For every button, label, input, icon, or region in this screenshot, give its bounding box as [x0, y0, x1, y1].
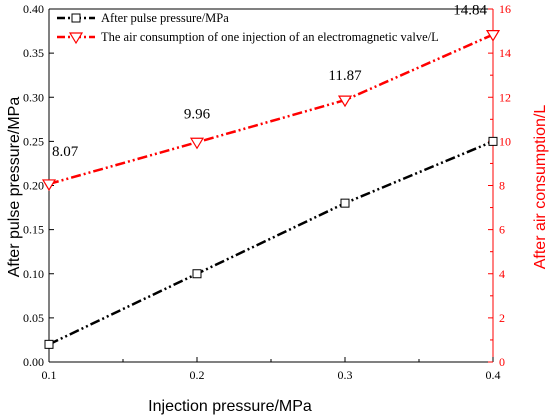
- left-y-tick-label: 0.20: [23, 179, 44, 193]
- left-y-tick-label: 0.25: [23, 134, 44, 148]
- pressure-point: [44, 339, 54, 349]
- left-y-axis-label: After pulse pressure/MPa: [6, 97, 23, 278]
- air-consumption-point: [337, 95, 353, 108]
- legend-label: After pulse pressure/MPa: [101, 11, 229, 25]
- legend-marker: [68, 32, 84, 45]
- x-tick-label: 0.4: [486, 368, 501, 382]
- right-y-tick-label: 16: [499, 2, 511, 16]
- data-label: 11.87: [328, 68, 362, 84]
- right-y-tick-label: 6: [499, 223, 505, 237]
- data-label: 9.96: [184, 106, 211, 122]
- right-y-tick-label: 14: [499, 46, 511, 60]
- air-consumption-point: [189, 137, 205, 150]
- right-y-axis-label: After air consumption/L: [532, 105, 549, 270]
- legend-label: The air consumption of one injection of …: [101, 30, 439, 44]
- x-axis-label: Injection pressure/MPa: [148, 398, 312, 415]
- right-y-tick-label: 10: [499, 134, 511, 148]
- right-y-tick-label: 8: [499, 179, 505, 193]
- x-tick-label: 0.2: [190, 368, 205, 382]
- legend-marker: [71, 13, 81, 23]
- left-y-tick-label: 0.10: [23, 267, 44, 281]
- air-consumption-series-line: [48, 33, 494, 186]
- right-y-tick-label: 0: [499, 355, 505, 369]
- left-y-tick-label: 0.00: [23, 355, 44, 369]
- left-y-tick-label: 0.30: [23, 90, 44, 104]
- right-y-tick-label: 4: [499, 267, 505, 281]
- x-tick-label: 0.1: [42, 368, 57, 382]
- left-y-tick-label: 0.35: [23, 46, 44, 60]
- right-y-tick-label: 12: [499, 90, 511, 104]
- pressure-point: [192, 269, 202, 279]
- air-consumption-point: [41, 179, 57, 192]
- left-y-tick-label: 0.05: [23, 311, 44, 325]
- data-label: 14.84: [453, 3, 487, 19]
- x-tick-label: 0.3: [338, 368, 353, 382]
- right-y-tick-label: 2: [499, 311, 505, 325]
- left-y-tick-label: 0.40: [23, 2, 44, 16]
- air-consumption-point: [485, 29, 501, 42]
- pressure-point: [340, 198, 350, 208]
- left-y-tick-label: 0.15: [23, 223, 44, 237]
- data-label: 8.07: [52, 144, 79, 160]
- pressure-point: [488, 136, 498, 146]
